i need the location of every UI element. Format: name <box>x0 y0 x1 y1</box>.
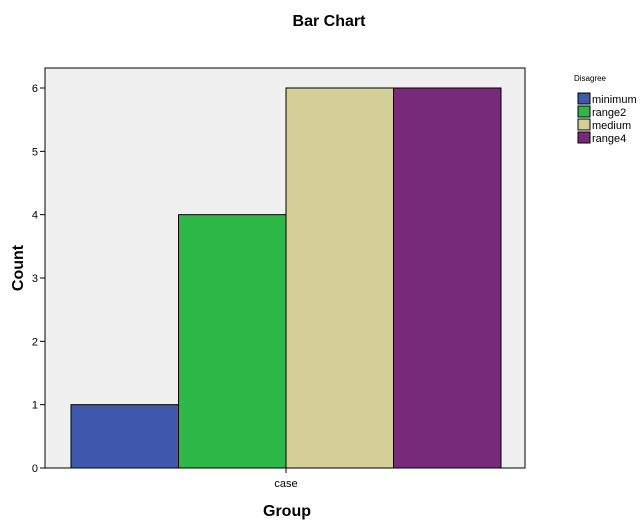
y-axis-title: Count <box>10 244 27 291</box>
chart-title: Bar Chart <box>293 13 367 30</box>
legend-swatch-range2 <box>577 105 591 118</box>
legend-swatch-medium <box>577 118 591 131</box>
y-tick-label: 4 <box>32 210 38 222</box>
legend-swatch-minimum <box>577 92 591 105</box>
legend-label-range4: range4 <box>592 133 626 145</box>
bar-range4 <box>393 87 502 469</box>
bar-medium <box>285 87 394 469</box>
y-tick-label: 2 <box>32 336 38 348</box>
legend-swatch-range4 <box>577 131 591 144</box>
legend-label-medium: medium <box>592 120 631 132</box>
legend-label-range2: range2 <box>592 107 626 119</box>
y-tick-label: 5 <box>32 146 38 158</box>
x-axis-title: Group <box>263 503 311 520</box>
y-axis-ticks: 0 1 2 3 4 5 6 <box>32 83 45 475</box>
y-tick-label: 0 <box>32 463 38 475</box>
legend-title: Disagree <box>574 74 607 83</box>
bar-range2 <box>178 214 287 469</box>
legend-label-minimum: minimum <box>592 94 637 106</box>
y-tick-label: 1 <box>32 400 38 412</box>
y-tick-label: 3 <box>32 273 38 285</box>
bars <box>70 87 502 469</box>
bar-minimum <box>70 404 179 469</box>
x-tick-label: case <box>274 478 297 490</box>
y-tick-label: 6 <box>32 83 38 95</box>
x-axis-ticks: case <box>274 468 298 490</box>
